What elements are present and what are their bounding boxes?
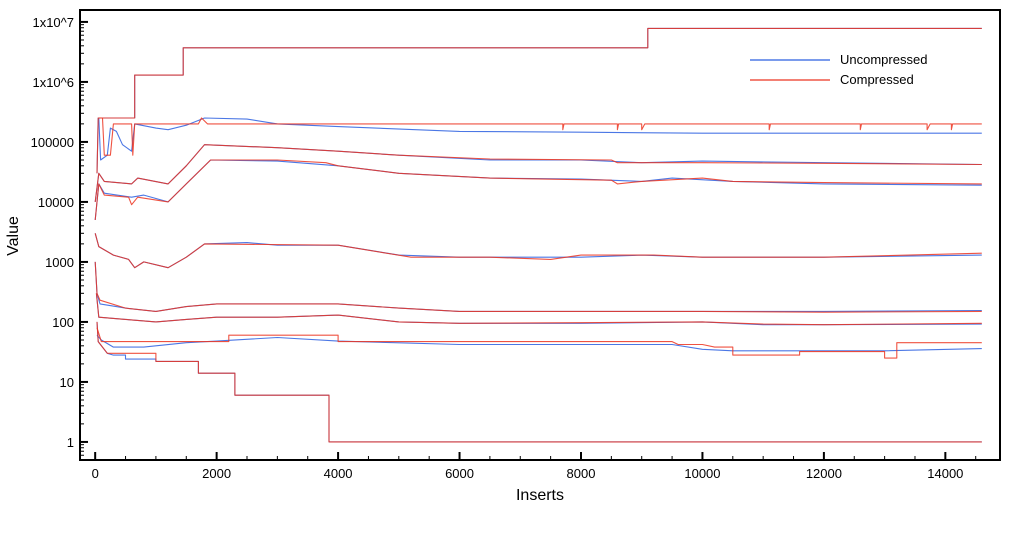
y-tick-label: 1 [67, 435, 74, 450]
series-line-compressed-s6 [94, 261, 982, 313]
legend-label-uncompressed: Uncompressed [840, 52, 927, 67]
legend-label-compressed: Compressed [840, 72, 914, 87]
y-tick-label: 10000 [38, 195, 74, 210]
y-tick-label: 100000 [31, 135, 74, 150]
series-line-compressed-s5 [94, 233, 982, 269]
series-line-compressed-s3 [94, 144, 982, 202]
x-tick-label: 0 [92, 466, 99, 481]
series-line-uncompressed-s4 [94, 159, 982, 221]
plot-frame [79, 9, 1001, 461]
series-line-uncompressed-s3 [94, 144, 982, 202]
axis-layer: 0 2000 4000 6000 8000 10000 12000 14000 1 10 100 10… [31, 15, 977, 481]
y-tick-label: 1x10^6 [32, 75, 74, 90]
series-line-compressed-s2 [98, 117, 982, 156]
y-tick-label: 10 [60, 375, 74, 390]
x-tick-label: 10000 [684, 466, 720, 481]
x-tick-label: 12000 [806, 466, 842, 481]
series-line-uncompressed-s8 [96, 334, 982, 352]
y-tick-label: 1000 [45, 255, 74, 270]
x-tick-label: 4000 [324, 466, 353, 481]
series-line-uncompressed-s5 [94, 233, 982, 269]
x-axis-label: Inserts [516, 487, 564, 504]
series-line-compressed-s8 [96, 327, 982, 359]
y-tick-label: 1x10^7 [32, 15, 74, 30]
series-line-uncompressed-max [96, 27, 982, 174]
series-line-uncompressed-s7 [95, 293, 982, 326]
legend: Uncompressed Compressed [750, 52, 927, 87]
series-line-uncompressed-s2 [98, 117, 982, 161]
series-layer [94, 27, 982, 443]
x-tick-label: 2000 [202, 466, 231, 481]
series-line-compressed-s7 [95, 293, 982, 326]
x-tick-label: 14000 [927, 466, 963, 481]
x-tick-label: 8000 [567, 466, 596, 481]
series-line-compressed-max [96, 27, 982, 174]
y-tick-label: 100 [52, 315, 74, 330]
series-line-compressed-min [96, 321, 982, 443]
series-line-compressed-s4 [94, 159, 982, 221]
x-tick-label: 6000 [445, 466, 474, 481]
y-axis-label: Value [5, 216, 22, 256]
